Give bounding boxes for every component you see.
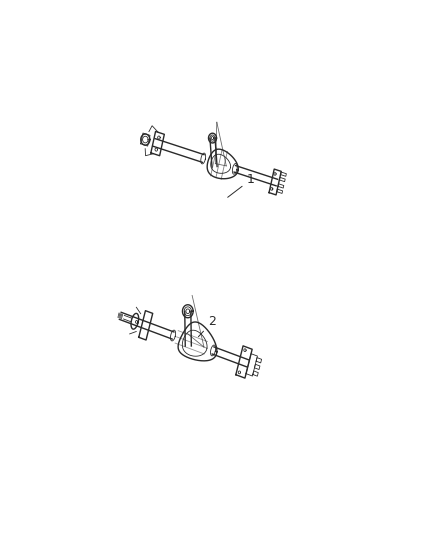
Text: 2: 2 <box>198 316 216 337</box>
Text: 1: 1 <box>228 173 255 197</box>
